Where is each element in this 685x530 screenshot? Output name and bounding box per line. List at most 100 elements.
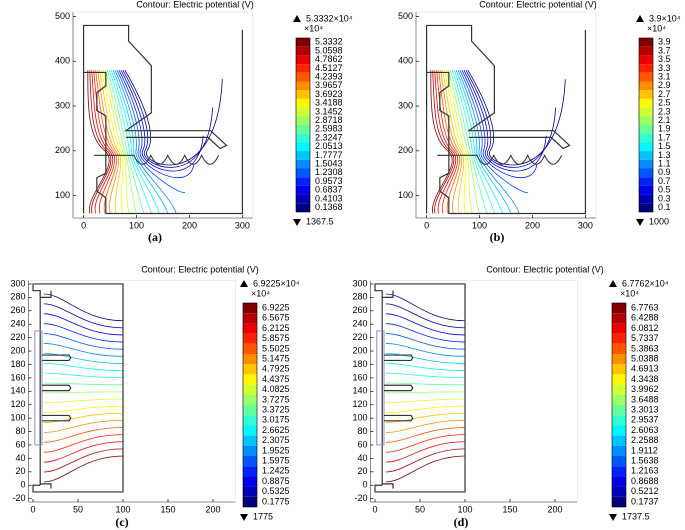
y-tick-label: 160: [10, 372, 25, 382]
colorbar-swatch: [296, 55, 310, 65]
y-tick-label: 240: [10, 319, 25, 329]
colorbar-swatch: [243, 374, 257, 385]
contour-line: [385, 448, 466, 473]
colorbar-min: 1367.5: [306, 216, 334, 226]
panel: Contour: Electric potential (V) (c) 0 50 100…: [10, 264, 299, 528]
colorbar-swatch: [296, 64, 310, 73]
y-tick-label: 140: [352, 386, 367, 396]
y-tick-label: 220: [352, 332, 367, 342]
contour-line: [446, 70, 473, 214]
contour-line: [43, 382, 124, 386]
colorbar-unit: ×10⁴: [304, 23, 323, 33]
shed: [384, 384, 414, 392]
colorbar-label: 3.9962: [631, 384, 659, 394]
colorbar-swatch: [612, 405, 626, 416]
colorbar-swatch: [639, 125, 653, 134]
colorbar-swatch: [612, 425, 626, 436]
colorbar-label: 1.9: [658, 124, 671, 134]
colorbar-label: 0.7: [658, 176, 671, 186]
domain-outline: [374, 283, 466, 493]
contour-line: [43, 352, 124, 364]
y-tick-label: 400: [398, 56, 413, 66]
colorbar-max: 6.9225×10⁴: [253, 278, 300, 288]
max-marker: [240, 280, 248, 287]
contour-line: [385, 441, 466, 463]
colorbar-label: 2.7: [658, 89, 671, 99]
colorbar-swatch: [243, 486, 257, 497]
colorbar-swatch: [639, 72, 653, 82]
y-tick-label: 100: [10, 413, 25, 423]
colorbar-label: 0.4103: [315, 193, 343, 203]
colorbar-swatch: [243, 354, 257, 365]
y-tick-label: 20: [357, 466, 367, 476]
min-marker: [636, 219, 644, 226]
insulator-core: [34, 330, 43, 446]
x-tick-label: 200: [182, 220, 197, 230]
colorbar-label: 5.0388: [631, 353, 659, 363]
colorbar-label: 5.5025: [262, 343, 290, 353]
contour-line: [442, 70, 465, 214]
colorbar-swatch: [639, 151, 653, 160]
shed: [384, 354, 414, 362]
y-tick-label: 100: [352, 413, 367, 423]
colorbar-min: 1000: [649, 216, 669, 226]
colorbar-swatch: [296, 133, 310, 143]
electrode-outline: [425, 24, 571, 214]
contour-line: [43, 323, 124, 343]
colorbar-swatch: [296, 116, 310, 125]
colorbar-swatch: [296, 185, 310, 195]
colorbar-swatch: [296, 194, 310, 204]
panel-caption: (d): [454, 515, 469, 529]
contour-line: [43, 412, 124, 423]
y-tick-label: 0: [362, 480, 367, 490]
max-marker: [293, 15, 301, 22]
colorbar-swatch: [296, 142, 310, 152]
colorbar-swatch: [243, 394, 257, 405]
colorbar-label: 3.9657: [315, 80, 343, 90]
colorbar-label: 1.7777: [315, 150, 343, 160]
colorbar-label: 2.5983: [315, 124, 343, 134]
colorbar-swatch: [296, 203, 310, 212]
colorbar-frame: [295, 37, 311, 213]
colorbar-swatch: [612, 445, 626, 456]
contour-line: [43, 313, 124, 336]
colorbar-label: 2.8718: [315, 115, 343, 125]
colorbar-swatch: [639, 46, 653, 56]
contour-line: [434, 70, 457, 214]
panel: Contour: Electric potential (V) (d) 0 50 100…: [352, 264, 668, 528]
chart-title: Contour: Electric potential (V): [136, 0, 254, 9]
contour-line: [43, 405, 124, 414]
contour-line: [43, 293, 124, 322]
colorbar-label: 5.1475: [262, 353, 290, 363]
colorbar-label: 5.3863: [631, 343, 659, 353]
colorbar-unit: ×10⁴: [251, 288, 270, 298]
contour-line: [385, 362, 466, 371]
colorbar-swatch: [612, 313, 626, 324]
y-tick-label: 500: [55, 11, 70, 21]
colorbar-swatch: [612, 496, 626, 507]
insulator-profile: [94, 154, 220, 165]
contour-line: [122, 70, 214, 168]
contour-line: [385, 455, 466, 483]
y-tick-label: 120: [352, 399, 367, 409]
contour-line: [467, 70, 566, 166]
x-tick-label: 200: [205, 504, 220, 514]
contour-line: [43, 427, 124, 443]
colorbar-swatch: [639, 177, 653, 186]
insulator-core: [376, 330, 385, 446]
x-tick-label: 200: [547, 504, 562, 514]
colorbar-label: 4.3438: [631, 374, 659, 384]
colorbar-swatch: [612, 415, 626, 426]
y-tick-label: 140: [10, 386, 25, 396]
y-tick-label: 220: [10, 332, 25, 342]
y-tick-label: 60: [15, 439, 25, 449]
x-tick-label: 150: [502, 504, 517, 514]
colorbar-frame: [611, 302, 627, 508]
x-tick-label: 100: [115, 504, 130, 514]
contour-line: [461, 70, 538, 178]
contour-line: [106, 70, 145, 214]
plot-frame: [415, 11, 597, 219]
colorbar-swatch: [243, 445, 257, 456]
contour-line: [463, 70, 547, 172]
colorbar-swatch: [243, 415, 257, 426]
